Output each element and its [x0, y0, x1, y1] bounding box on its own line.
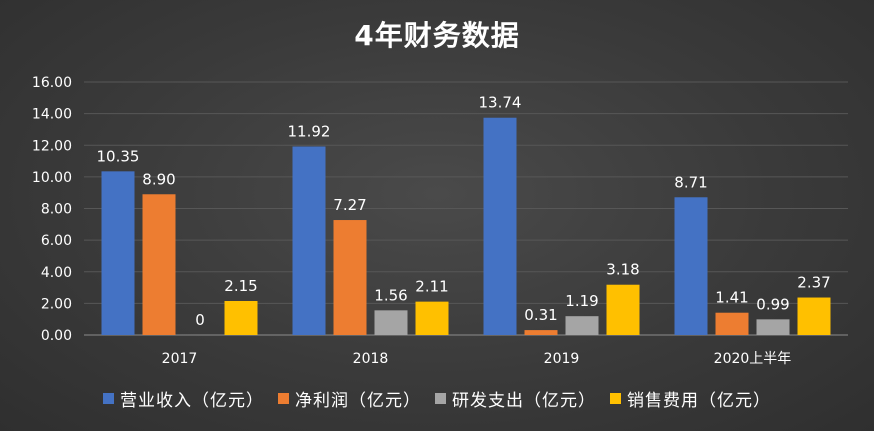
- data-label: 0: [195, 311, 205, 329]
- y-tick-label: 12.00: [32, 138, 72, 154]
- y-tick-label: 6.00: [41, 233, 72, 249]
- y-tick-label: 14.00: [32, 107, 72, 123]
- bar: [142, 194, 176, 335]
- legend-item-sales: 销售费用（亿元）: [610, 386, 771, 411]
- bar: [524, 330, 558, 335]
- y-tick-label: 4.00: [41, 265, 72, 281]
- legend-item-net-profit: 净利润（亿元）: [278, 386, 421, 411]
- bar: [756, 319, 790, 335]
- data-label: 11.92: [288, 123, 331, 141]
- data-label: 13.74: [479, 94, 522, 112]
- legend-label-net-profit: 净利润（亿元）: [295, 391, 421, 411]
- bar: [565, 316, 599, 335]
- data-label: 7.27: [333, 196, 366, 214]
- bar: [333, 220, 367, 335]
- x-tick-label: 2019: [544, 351, 580, 367]
- bar: [415, 301, 449, 335]
- x-tick-label: 2020上半年: [714, 351, 792, 367]
- chart-title: 4年财务数据: [354, 19, 520, 52]
- y-tick-label: 8.00: [41, 202, 72, 218]
- legend-label-rnd: 研发支出（亿元）: [452, 391, 596, 411]
- bar: [292, 146, 326, 335]
- bar: [797, 297, 831, 335]
- data-label: 2.15: [224, 277, 257, 295]
- bar: [483, 117, 517, 335]
- data-label: 3.18: [606, 261, 639, 279]
- legend-swatch-net-profit: [278, 393, 289, 404]
- bar: [674, 197, 708, 335]
- legend-item-revenue: 营业收入（亿元）: [103, 386, 264, 411]
- data-label: 0.31: [524, 306, 557, 324]
- legend-swatch-rnd: [435, 393, 446, 404]
- y-tick-label: 0.00: [41, 328, 72, 344]
- legend-swatch-revenue: [103, 393, 114, 404]
- data-label: 8.71: [674, 173, 707, 191]
- legend: 营业收入（亿元） 净利润（亿元） 研发支出（亿元） 销售费用（亿元）: [0, 386, 874, 411]
- data-label: 1.56: [374, 286, 407, 304]
- data-label: 8.90: [142, 170, 175, 188]
- bar: [606, 284, 640, 335]
- data-label: 10.35: [97, 147, 140, 165]
- bar: [101, 171, 135, 335]
- bar: [224, 301, 258, 335]
- bar: [374, 310, 408, 335]
- data-label: 2.37: [797, 274, 830, 292]
- y-tick-label: 16.00: [32, 75, 72, 91]
- data-label: 1.41: [715, 289, 748, 307]
- y-tick-label: 10.00: [32, 170, 72, 186]
- data-label: 1.19: [565, 292, 598, 310]
- legend-swatch-sales: [610, 393, 621, 404]
- y-tick-label: 2.00: [41, 296, 72, 312]
- x-tick-label: 2018: [353, 351, 389, 367]
- legend-item-rnd: 研发支出（亿元）: [435, 386, 596, 411]
- data-label: 2.11: [415, 278, 448, 296]
- legend-label-sales: 销售费用（亿元）: [627, 391, 771, 411]
- x-tick-label: 2017: [162, 351, 198, 367]
- data-label: 0.99: [756, 295, 789, 313]
- bar: [715, 312, 749, 335]
- legend-label-revenue: 营业收入（亿元）: [120, 391, 264, 411]
